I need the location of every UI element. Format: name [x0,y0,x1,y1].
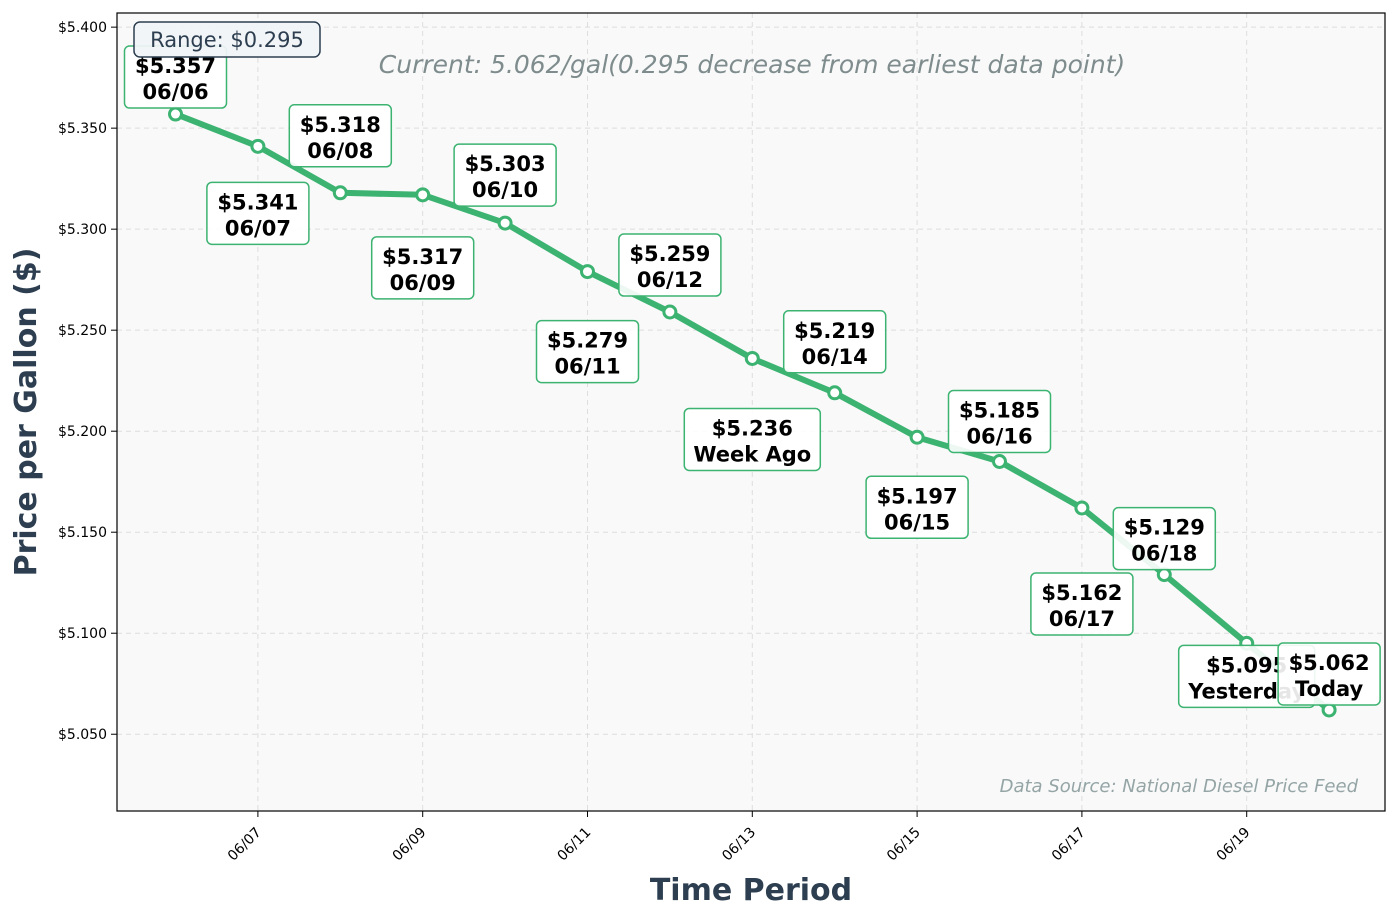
data-source-note: Data Source: National Diesel Price Feed [1000,776,1359,797]
annotation-date: 06/11 [554,355,620,379]
annotation-date: 06/17 [1049,607,1115,631]
range-badge: Range: $0.295 [133,21,321,58]
x-tick-label: 06/13 [719,825,759,865]
annotation-box [683,407,822,472]
x-tick-label: 06/17 [1049,825,1089,865]
annotation-date: Today [1295,677,1364,701]
data-point [250,138,266,154]
range-label: Range: $0.295 [150,28,304,52]
y-tick-label: $5.300 [58,222,107,238]
data-point [1074,500,1090,516]
data-point [580,264,595,280]
annotation-price: $5.279 [547,329,628,353]
annotation-box [535,319,640,384]
y-tick-label: $5.400 [58,20,107,36]
annotation-price: $5.162 [1041,581,1122,605]
annotation-price: $5.236 [712,416,793,440]
current-price-note: Current: 5.062/gal(0.295 decrease from e… [379,50,1125,79]
annotation-box [618,233,722,297]
x-axis-title: Time Period [650,873,852,908]
annotation-price: $5.197 [877,484,958,508]
annotation-box [288,104,393,168]
annotation-date: 06/12 [637,268,703,292]
x-tick-label: 06/11 [554,825,594,865]
annotation-date: 06/15 [884,510,950,534]
annotation-box [370,236,475,300]
annotation-box [865,475,969,540]
y-tick-label: $5.350 [58,121,107,137]
data-point [992,453,1007,469]
annotation-date: 06/10 [472,178,538,202]
y-axis-ticks: $5.050 $5.100 $5.150 $5.200 $5.250 $5.300 $5.3… [58,20,117,743]
data-point [1156,567,1172,583]
annotation-box [206,181,310,246]
x-tick-label: 06/15 [884,825,924,865]
grid-lines [117,13,1385,811]
data-point [744,350,760,366]
x-tick-label: 06/07 [225,825,265,865]
annotation-date: 06/18 [1131,542,1197,566]
range-badge-box [133,21,321,58]
annotation-date: 06/16 [966,424,1032,448]
data-point [662,304,678,320]
data-point [909,429,925,445]
annotation-price: $5.095 [1206,653,1287,677]
annotation-price: $5.341 [217,190,298,214]
annotation-date: 06/14 [802,345,868,369]
y-tick-label: $5.050 [58,727,107,743]
data-point [332,185,348,201]
x-axis-ticks: 06/07 06/09 06/11 06/13 06/15 06/17 06/19 [225,811,1254,864]
annotation-price: $5.303 [465,152,546,176]
data-point [827,385,843,401]
annotation-price: $5.318 [300,113,381,137]
annotation-box [1030,572,1134,636]
annotation-box [453,143,557,207]
annotation-box [1112,506,1217,571]
data-point [1321,702,1337,718]
annotation-price: $5.062 [1289,651,1370,675]
data-point [497,215,513,231]
x-tick-label: 06/19 [1214,825,1254,865]
y-axis-title: Price per Gallon ($) [9,248,44,577]
y-tick-label: $5.150 [58,525,107,541]
annotation-box [782,310,887,374]
plot-frame [116,12,1386,812]
annotation-box [1277,642,1381,706]
annotation-date: 06/08 [307,139,373,163]
annotation-price: $5.317 [382,245,463,269]
y-tick-label: $5.250 [58,323,107,339]
annotation-box [947,389,1052,454]
annotation-date: Week Ago [693,442,811,466]
y-tick-label: $5.200 [58,424,107,440]
data-point [168,106,183,122]
y-tick-label: $5.100 [58,626,107,642]
annotation-price: $5.129 [1124,516,1205,540]
annotation-price: $5.357 [135,54,216,78]
annotation-date: 06/09 [390,271,456,295]
annotation-price: $5.259 [629,242,710,266]
x-tick-label: 06/09 [390,825,430,865]
annotation-date: 06/07 [225,216,291,240]
point-annotations: $5.35706/06$5.34106/07$5.31806/08$5.3170… [123,45,1381,709]
annotation-date: 06/06 [142,80,208,104]
data-point [415,187,431,203]
annotation-price: $5.185 [959,398,1040,422]
annotation-price: $5.219 [794,319,875,343]
